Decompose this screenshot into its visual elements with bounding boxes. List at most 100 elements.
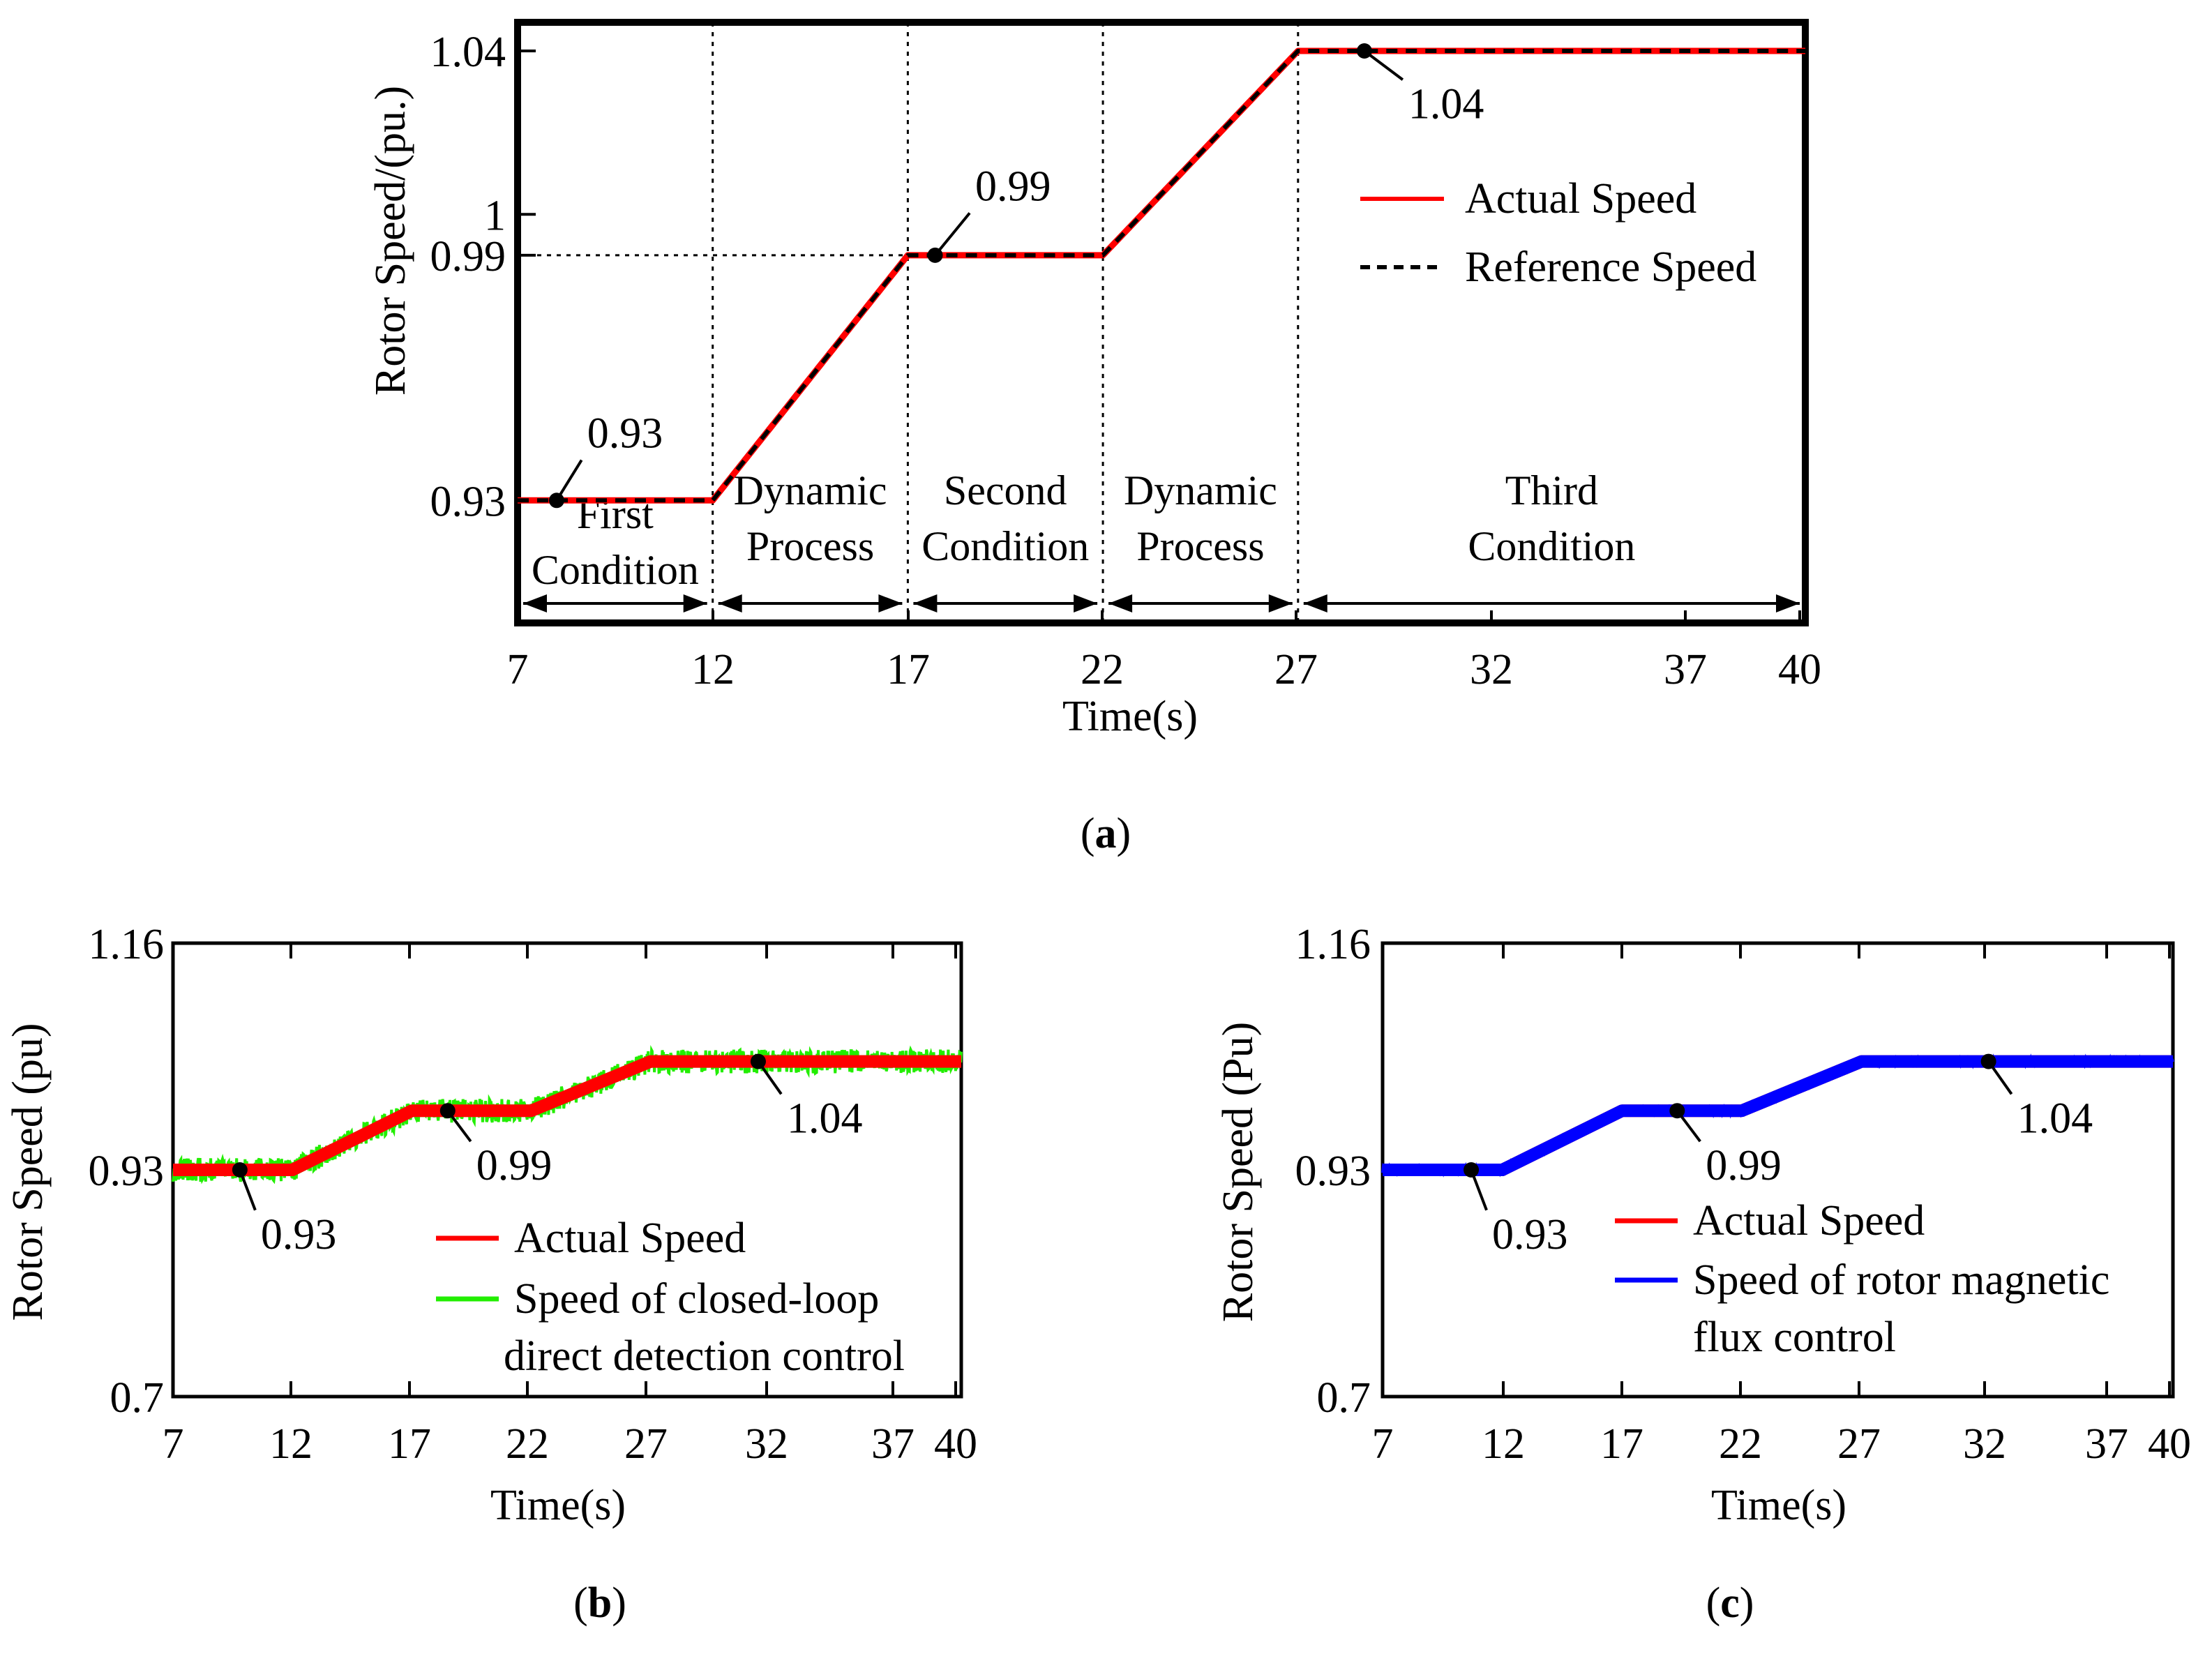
caption-paren-close: ) bbox=[612, 1579, 626, 1627]
region-label: Dynamic bbox=[734, 467, 887, 513]
series-line-actual-speed bbox=[173, 1055, 961, 1176]
y-tick-label: 0.93 bbox=[1295, 1148, 1371, 1195]
annotation-label: 0.93 bbox=[587, 410, 663, 458]
y-tick-label: 1.04 bbox=[430, 29, 506, 76]
y-tick-label: 1.16 bbox=[89, 921, 165, 968]
x-tick-label: 27 bbox=[1274, 646, 1318, 693]
region-label: Third bbox=[1505, 467, 1598, 513]
x-tick-label: 17 bbox=[887, 646, 930, 693]
panel-b: 7 12 17 22 27 32 37 40 0.7 0.93 1.16 Time(s) Rotor S… bbox=[4, 921, 977, 1627]
series-line-reference-speed bbox=[518, 49, 1805, 503]
region-label: Process bbox=[1136, 523, 1264, 569]
x-tick-label: 7 bbox=[507, 646, 529, 693]
annotation-leader bbox=[934, 212, 971, 257]
y-tick-label: 0.7 bbox=[1317, 1374, 1371, 1422]
caption-letter: b bbox=[588, 1579, 612, 1627]
y-tick-label: 0.99 bbox=[430, 233, 506, 280]
annotation-label: 0.99 bbox=[1706, 1142, 1782, 1189]
y-tick-label: 1.16 bbox=[1295, 921, 1371, 968]
arrow-head-left bbox=[913, 594, 938, 612]
region-label: Second bbox=[944, 467, 1067, 513]
annotation-leader bbox=[555, 459, 583, 502]
arrow-head-right bbox=[878, 594, 903, 612]
x-tick-label: 27 bbox=[1837, 1420, 1881, 1468]
caption-letter: c bbox=[1720, 1579, 1740, 1627]
y-axis-title: Rotor Speed/(pu.) bbox=[367, 86, 414, 396]
x-tick-label: 12 bbox=[691, 646, 735, 693]
annotation-leader bbox=[1987, 1060, 2013, 1095]
caption-paren-close: ) bbox=[1740, 1579, 1754, 1627]
x-tick-label: 32 bbox=[1963, 1420, 2006, 1468]
legend-label: direct detection control bbox=[504, 1332, 905, 1380]
x-tick-label: 32 bbox=[1470, 646, 1513, 693]
legend-label: Actual Speed bbox=[1693, 1197, 1925, 1245]
region-label: Dynamic bbox=[1124, 467, 1277, 513]
annotation-leader bbox=[757, 1060, 783, 1095]
legend-label: Speed of rotor magnetic bbox=[1693, 1256, 2109, 1304]
x-axis-title: Time(s) bbox=[1711, 1482, 1846, 1529]
arrow-head-left bbox=[718, 594, 742, 612]
x-tick-label: 40 bbox=[1778, 646, 1821, 693]
arrow-head-right bbox=[1074, 594, 1098, 612]
annotation-label: 1.04 bbox=[1408, 80, 1484, 128]
legend-label: Actual Speed bbox=[514, 1215, 746, 1262]
region-label: Condition bbox=[1468, 523, 1635, 569]
x-tick-label: 22 bbox=[1719, 1420, 1762, 1468]
x-tick-label: 7 bbox=[1372, 1420, 1394, 1468]
caption-paren-open: ( bbox=[573, 1579, 588, 1627]
annotation-label: 1.04 bbox=[787, 1095, 863, 1142]
y-tick-label: 1 bbox=[484, 192, 506, 239]
arrow-head-left bbox=[1108, 594, 1133, 612]
caption-letter: a bbox=[1095, 810, 1117, 857]
annotation-label: 0.99 bbox=[975, 163, 1051, 210]
panel-a: FirstConditionDynamicProcessSecondCondit… bbox=[367, 19, 1821, 857]
x-axis-title: Time(s) bbox=[1062, 693, 1198, 740]
arrow-head-right bbox=[1268, 594, 1293, 612]
x-tick-label: 7 bbox=[163, 1420, 184, 1468]
y-tick-label: 0.7 bbox=[110, 1374, 165, 1422]
arrow-head-left bbox=[1303, 594, 1327, 612]
x-tick-label: 37 bbox=[1664, 646, 1707, 693]
panel-caption: (a) bbox=[1081, 810, 1131, 857]
y-tick-label: 0.93 bbox=[89, 1148, 165, 1195]
annotation-leader bbox=[239, 1169, 257, 1211]
caption-paren-open: ( bbox=[1706, 1579, 1721, 1627]
annotation-leader bbox=[1470, 1169, 1488, 1211]
region-label: Process bbox=[746, 523, 874, 569]
panel-caption: (c) bbox=[1706, 1579, 1754, 1627]
x-tick-label: 22 bbox=[1081, 646, 1124, 693]
y-axis-title: Rotor Speed (Pu) bbox=[1214, 1022, 1262, 1323]
x-tick-label: 12 bbox=[1482, 1420, 1525, 1468]
panel-c: 7 12 17 22 27 32 37 40 0.7 0.93 1.16 Time(s) Rotor S… bbox=[1214, 921, 2191, 1627]
caption-paren-open: ( bbox=[1081, 810, 1095, 857]
annotation-label: 0.99 bbox=[476, 1142, 552, 1189]
annotation-label: 1.04 bbox=[2017, 1095, 2093, 1142]
annotation-label: 0.93 bbox=[1492, 1211, 1568, 1258]
legend-label: Reference Speed bbox=[1465, 243, 1756, 291]
x-tick-label: 37 bbox=[871, 1420, 915, 1468]
x-tick-label: 22 bbox=[506, 1420, 549, 1468]
x-axis-title: Time(s) bbox=[490, 1482, 626, 1529]
x-tick-label: 17 bbox=[1600, 1420, 1643, 1468]
caption-paren-close: ) bbox=[1117, 810, 1131, 857]
x-tick-label: 40 bbox=[934, 1420, 977, 1468]
arrow-head-right bbox=[1776, 594, 1800, 612]
legend-label: Speed of closed-loop bbox=[514, 1275, 879, 1323]
panel-caption: (b) bbox=[573, 1579, 626, 1627]
annotation-leader bbox=[446, 1110, 472, 1143]
region-label: Condition bbox=[921, 523, 1089, 569]
y-axis-title: Rotor Speed (pu) bbox=[4, 1023, 52, 1321]
y-tick-label: 0.93 bbox=[430, 478, 506, 525]
legend-label: Actual Speed bbox=[1465, 175, 1696, 223]
plot-frame bbox=[514, 19, 1809, 626]
region-label: Condition bbox=[532, 547, 699, 593]
x-tick-label: 37 bbox=[2085, 1420, 2128, 1468]
arrow-head-right bbox=[683, 594, 707, 612]
annotation-leader bbox=[1363, 50, 1404, 81]
x-tick-label: 40 bbox=[2148, 1420, 2191, 1468]
annotation-leader bbox=[1676, 1110, 1701, 1143]
x-tick-label: 27 bbox=[624, 1420, 668, 1468]
x-tick-label: 12 bbox=[269, 1420, 313, 1468]
annotation-label: 0.93 bbox=[261, 1211, 337, 1258]
